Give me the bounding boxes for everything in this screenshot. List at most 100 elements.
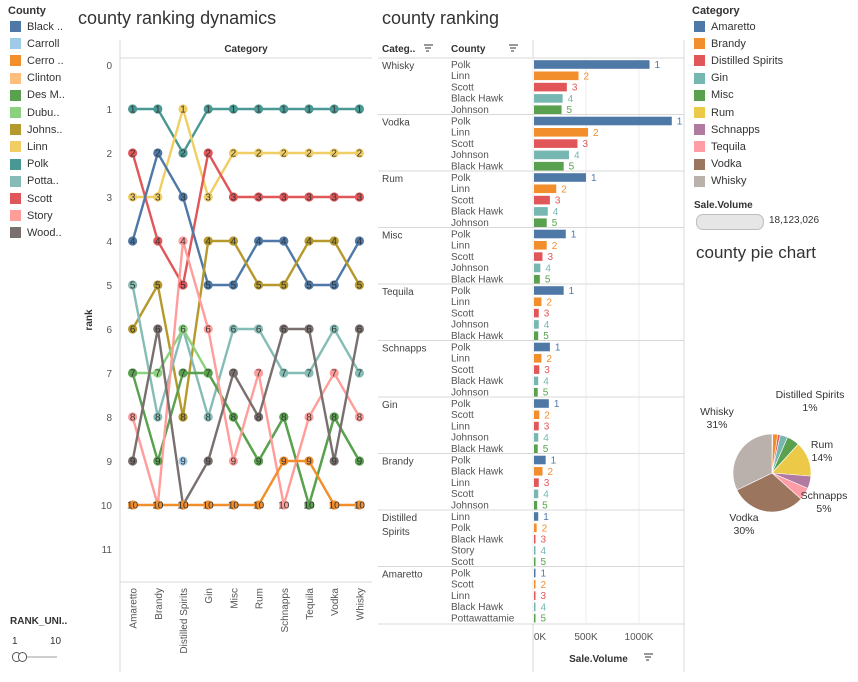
bump-point (128, 324, 138, 334)
county-legend-item[interactable]: Clinton (10, 70, 72, 87)
sort-icon (509, 44, 518, 52)
bump-point-label: 10 (152, 501, 164, 512)
bump-point-label: 4 (180, 237, 186, 248)
bump-x-tick: Schnapps (280, 588, 291, 632)
rank-filter-handle-max[interactable] (18, 652, 27, 662)
bar (534, 410, 540, 420)
county-legend-item[interactable]: Dubu.. (10, 104, 72, 121)
bar-header-category: Categ.. (382, 44, 416, 55)
bar (534, 320, 539, 329)
bar-rank-label: 1 (551, 456, 557, 467)
bump-x-tick: Misc (229, 588, 240, 609)
bump-point-label: 1 (306, 105, 312, 116)
bar (534, 467, 543, 476)
bar (534, 489, 539, 499)
county-legend-item[interactable]: Des M.. (10, 87, 72, 104)
bump-point (354, 324, 364, 334)
category-legend-item[interactable]: Schnapps (694, 121, 844, 138)
bump-point (354, 148, 364, 158)
bar-rank-label: 3 (544, 478, 550, 489)
bump-point-label: 5 (180, 281, 186, 292)
bar (534, 331, 539, 340)
bump-point-label: 5 (231, 281, 237, 292)
bump-point (203, 192, 213, 202)
county-legend-item[interactable]: Scott (10, 190, 72, 207)
bar (534, 308, 539, 318)
category-legend-item[interactable]: Whisky (694, 173, 844, 190)
bump-point (228, 500, 238, 510)
bump-point (128, 104, 138, 114)
bump-point (228, 324, 238, 334)
bump-point-label: 4 (231, 237, 237, 248)
bump-point-label: 5 (306, 281, 312, 292)
county-legend-item[interactable]: Wood.. (10, 224, 72, 241)
bump-point-label: 7 (357, 369, 363, 380)
bar (534, 105, 562, 114)
bar-group: Whisky Polk 1 Linn 2 Scott 3 Black Hawk 4 Johnson… (382, 60, 661, 116)
bump-point (228, 368, 238, 378)
bump-point-label: 6 (130, 325, 136, 336)
bump-point-label: 7 (205, 369, 211, 380)
bump-point (329, 456, 339, 466)
bar (534, 546, 536, 555)
category-legend-item[interactable]: Rum (694, 104, 844, 121)
bar-category-label: Amaretto (382, 570, 423, 581)
bar-rank-label: 1 (571, 230, 577, 241)
bar-county-label: Scott (451, 489, 474, 500)
bar-county-label: Scott (451, 252, 474, 263)
bar-rank-label: 2 (546, 297, 552, 308)
bump-point-label: 2 (306, 149, 312, 160)
county-legend-item[interactable]: Story (10, 207, 72, 224)
bump-point-label: 2 (155, 149, 161, 160)
county-legend-item[interactable]: Polk (10, 156, 72, 173)
rank-filter-track[interactable] (12, 656, 57, 658)
bar-rank-label: 5 (543, 331, 549, 342)
category-legend-item[interactable]: Tequila (694, 138, 844, 155)
bump-point (304, 148, 314, 158)
bar-county-label: Scott (451, 139, 474, 150)
county-legend-item[interactable]: Carroll (10, 35, 72, 52)
pie-label: Whisky (700, 406, 735, 418)
category-legend-item[interactable]: Brandy (694, 35, 844, 52)
bump-point (178, 192, 188, 202)
category-legend-item[interactable]: Vodka (694, 156, 844, 173)
bar (534, 241, 547, 250)
bar-rank-label: 4 (543, 433, 549, 444)
category-legend-item[interactable]: Gin (694, 70, 844, 87)
category-legend-item[interactable]: Distilled Spirits (694, 52, 844, 69)
county-legend-item[interactable]: Linn (10, 138, 72, 155)
bar-rank-label: 1 (543, 512, 549, 523)
bump-point (228, 148, 238, 158)
bar-county-label: Black Hawk (451, 94, 504, 105)
county-legend-item[interactable]: Black .. (10, 18, 72, 35)
pie-label: 1% (802, 402, 817, 414)
bar (534, 421, 539, 431)
bump-point-label: 2 (281, 149, 287, 160)
bar (534, 568, 536, 578)
bump-column-header: Category (224, 44, 268, 55)
bar-group: Rum Polk 1 Linn 2 Scott 3 Black Hawk 4 Johnson 5 (378, 170, 684, 229)
bar (534, 455, 546, 465)
bar-category-label: Rum (382, 174, 403, 185)
bar-county-label: Polk (451, 286, 471, 297)
legend-label: Brandy (711, 37, 746, 50)
bump-point (153, 280, 163, 290)
rank-filter-title: RANK_UNI.. (10, 616, 68, 627)
county-legend-item[interactable]: Johns.. (10, 121, 72, 138)
bump-point (178, 412, 188, 422)
category-legend-item[interactable]: Misc (694, 87, 844, 104)
bar (534, 229, 566, 239)
bump-point-label: 1 (256, 105, 262, 116)
bump-point (128, 368, 138, 378)
bump-point (279, 236, 289, 246)
bump-point-label: 5 (205, 281, 211, 292)
county-legend-item[interactable]: Cerro .. (10, 52, 72, 69)
legend-swatch (694, 89, 705, 101)
bar-rank-label: 5 (545, 275, 551, 286)
bar-rank-label: 3 (572, 83, 578, 94)
county-legend-item[interactable]: Potta.. (10, 173, 72, 190)
category-legend-item[interactable]: Amaretto (694, 18, 844, 35)
bump-point (254, 456, 264, 466)
county-ranking-chart: Categ.. County 0K 500K 1000K Sale.Volume Whis… (378, 40, 685, 672)
bar-county-label: Linn (451, 354, 470, 365)
